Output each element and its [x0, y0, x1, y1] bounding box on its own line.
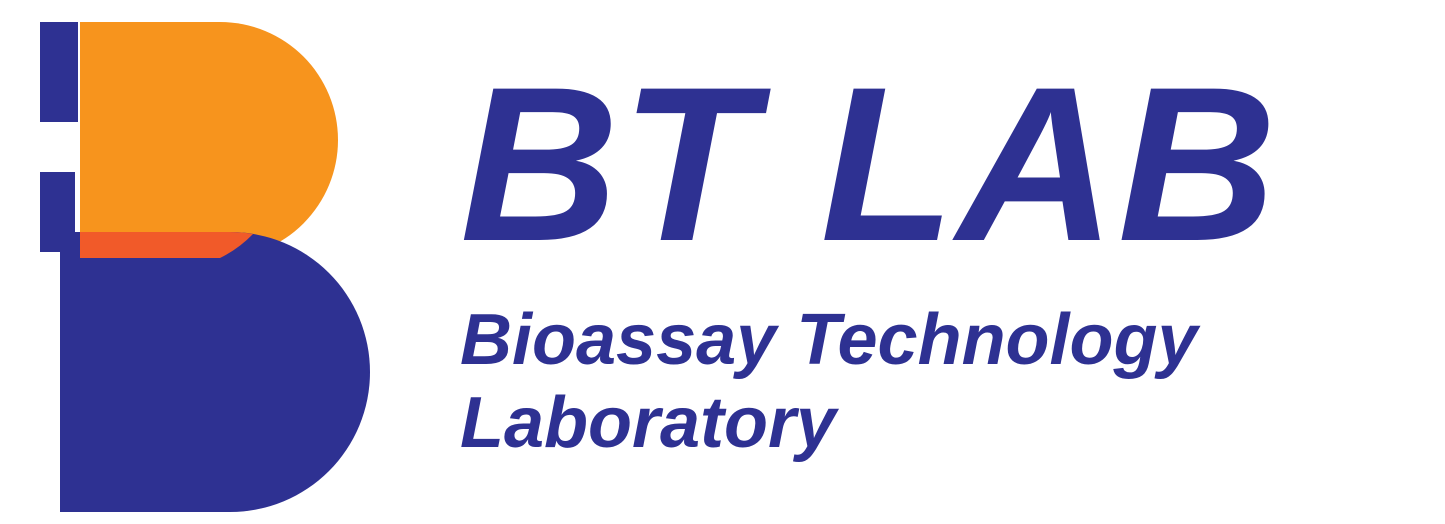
logo-mark [20, 12, 400, 512]
mark-bottom-d [60, 232, 370, 512]
mark-left-stroke-mid [40, 172, 75, 252]
logo: BT LAB Bioassay Technology Laboratory [0, 12, 1279, 512]
brand-subtitle-line2: Laboratory [460, 382, 1279, 465]
mark-left-stroke-top [40, 22, 78, 122]
brand-subtitle-line1: Bioassay Technology [460, 299, 1279, 382]
brand-title: BT LAB [460, 60, 1279, 269]
mark-overlap [80, 232, 253, 258]
logo-text: BT LAB Bioassay Technology Laboratory [460, 60, 1279, 465]
mark-top-d [80, 22, 338, 258]
